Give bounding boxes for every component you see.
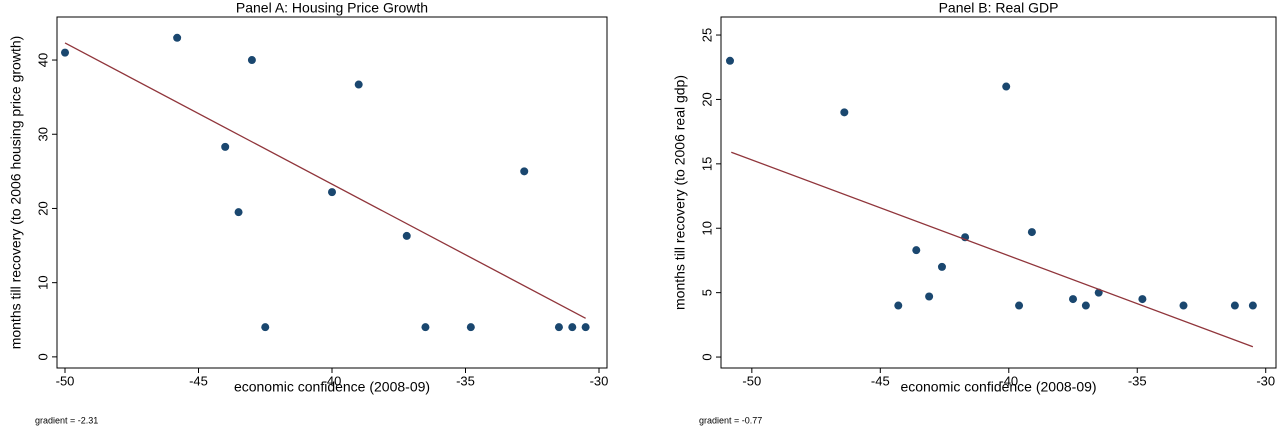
point xyxy=(221,142,230,151)
point xyxy=(421,323,430,332)
point xyxy=(261,323,270,332)
y-tick-label: 0 xyxy=(35,353,50,360)
point xyxy=(1138,295,1147,304)
point xyxy=(581,323,590,332)
point xyxy=(466,323,475,332)
plot-frame xyxy=(720,16,1277,369)
panel: Panel A: Housing Price Growth -50 -45 -40 -3… xyxy=(8,0,609,425)
panel-title: Panel A: Housing Price Growth xyxy=(236,0,428,16)
panel: Panel B: Real GDP -50 -45 -40 -35 -30 0 5 10 15 20… xyxy=(672,0,1277,425)
x-tick-label: -50 xyxy=(56,373,75,388)
x-axis-title: economic confidence (2008-09) xyxy=(900,379,1096,395)
point xyxy=(1027,228,1036,237)
y-axis-title: months till recovery (to 2006 housing pr… xyxy=(8,36,24,350)
point xyxy=(1230,301,1239,310)
x-tick-label: -30 xyxy=(1256,373,1275,388)
x-tick-label: -40 xyxy=(323,373,342,388)
y-tick-label: 25 xyxy=(699,28,714,42)
point xyxy=(173,33,182,42)
point xyxy=(354,80,363,89)
x-tick-label: -35 xyxy=(456,373,475,388)
point xyxy=(1069,295,1078,304)
point xyxy=(61,48,70,57)
point xyxy=(1081,301,1090,310)
point xyxy=(554,323,563,332)
point xyxy=(1179,301,1188,310)
fit-line xyxy=(64,42,586,319)
point xyxy=(937,262,946,271)
annotation: gradient = -0.77 xyxy=(699,415,762,425)
fit-line xyxy=(731,151,1254,348)
x-tick-label: -45 xyxy=(871,373,890,388)
y-tick-label: 30 xyxy=(35,127,50,141)
x-tick-label: -40 xyxy=(999,373,1018,388)
panel-title: Panel B: Real GDP xyxy=(939,0,1059,16)
point xyxy=(925,292,934,301)
x-axis-title: economic confidence (2008-09) xyxy=(234,379,430,395)
y-tick-label: 0 xyxy=(699,353,714,360)
point xyxy=(1015,301,1024,310)
x-tick-label: -35 xyxy=(1128,373,1147,388)
point xyxy=(1002,82,1011,91)
y-tick-label: 15 xyxy=(699,157,714,171)
point xyxy=(894,301,903,310)
point xyxy=(1248,301,1257,310)
point xyxy=(247,56,256,65)
point xyxy=(912,246,921,255)
point xyxy=(520,167,529,176)
point xyxy=(328,188,336,197)
x-tick-label: -45 xyxy=(189,373,208,388)
y-tick-label: 5 xyxy=(699,289,714,296)
point xyxy=(402,231,411,240)
point xyxy=(234,208,243,217)
y-axis-title: months till recovery (to 2006 real gdp) xyxy=(672,75,688,310)
y-tick-label: 10 xyxy=(35,275,50,289)
point xyxy=(568,323,577,332)
y-tick-label: 10 xyxy=(699,221,714,235)
annotation: gradient = -2.31 xyxy=(35,415,98,425)
y-tick-label: 20 xyxy=(35,201,50,215)
y-tick-label: 20 xyxy=(699,92,714,106)
x-tick-label: -30 xyxy=(590,373,609,388)
point xyxy=(840,108,849,117)
point xyxy=(725,56,734,65)
y-tick-label: 40 xyxy=(35,53,50,67)
x-tick-label: -50 xyxy=(742,373,761,388)
